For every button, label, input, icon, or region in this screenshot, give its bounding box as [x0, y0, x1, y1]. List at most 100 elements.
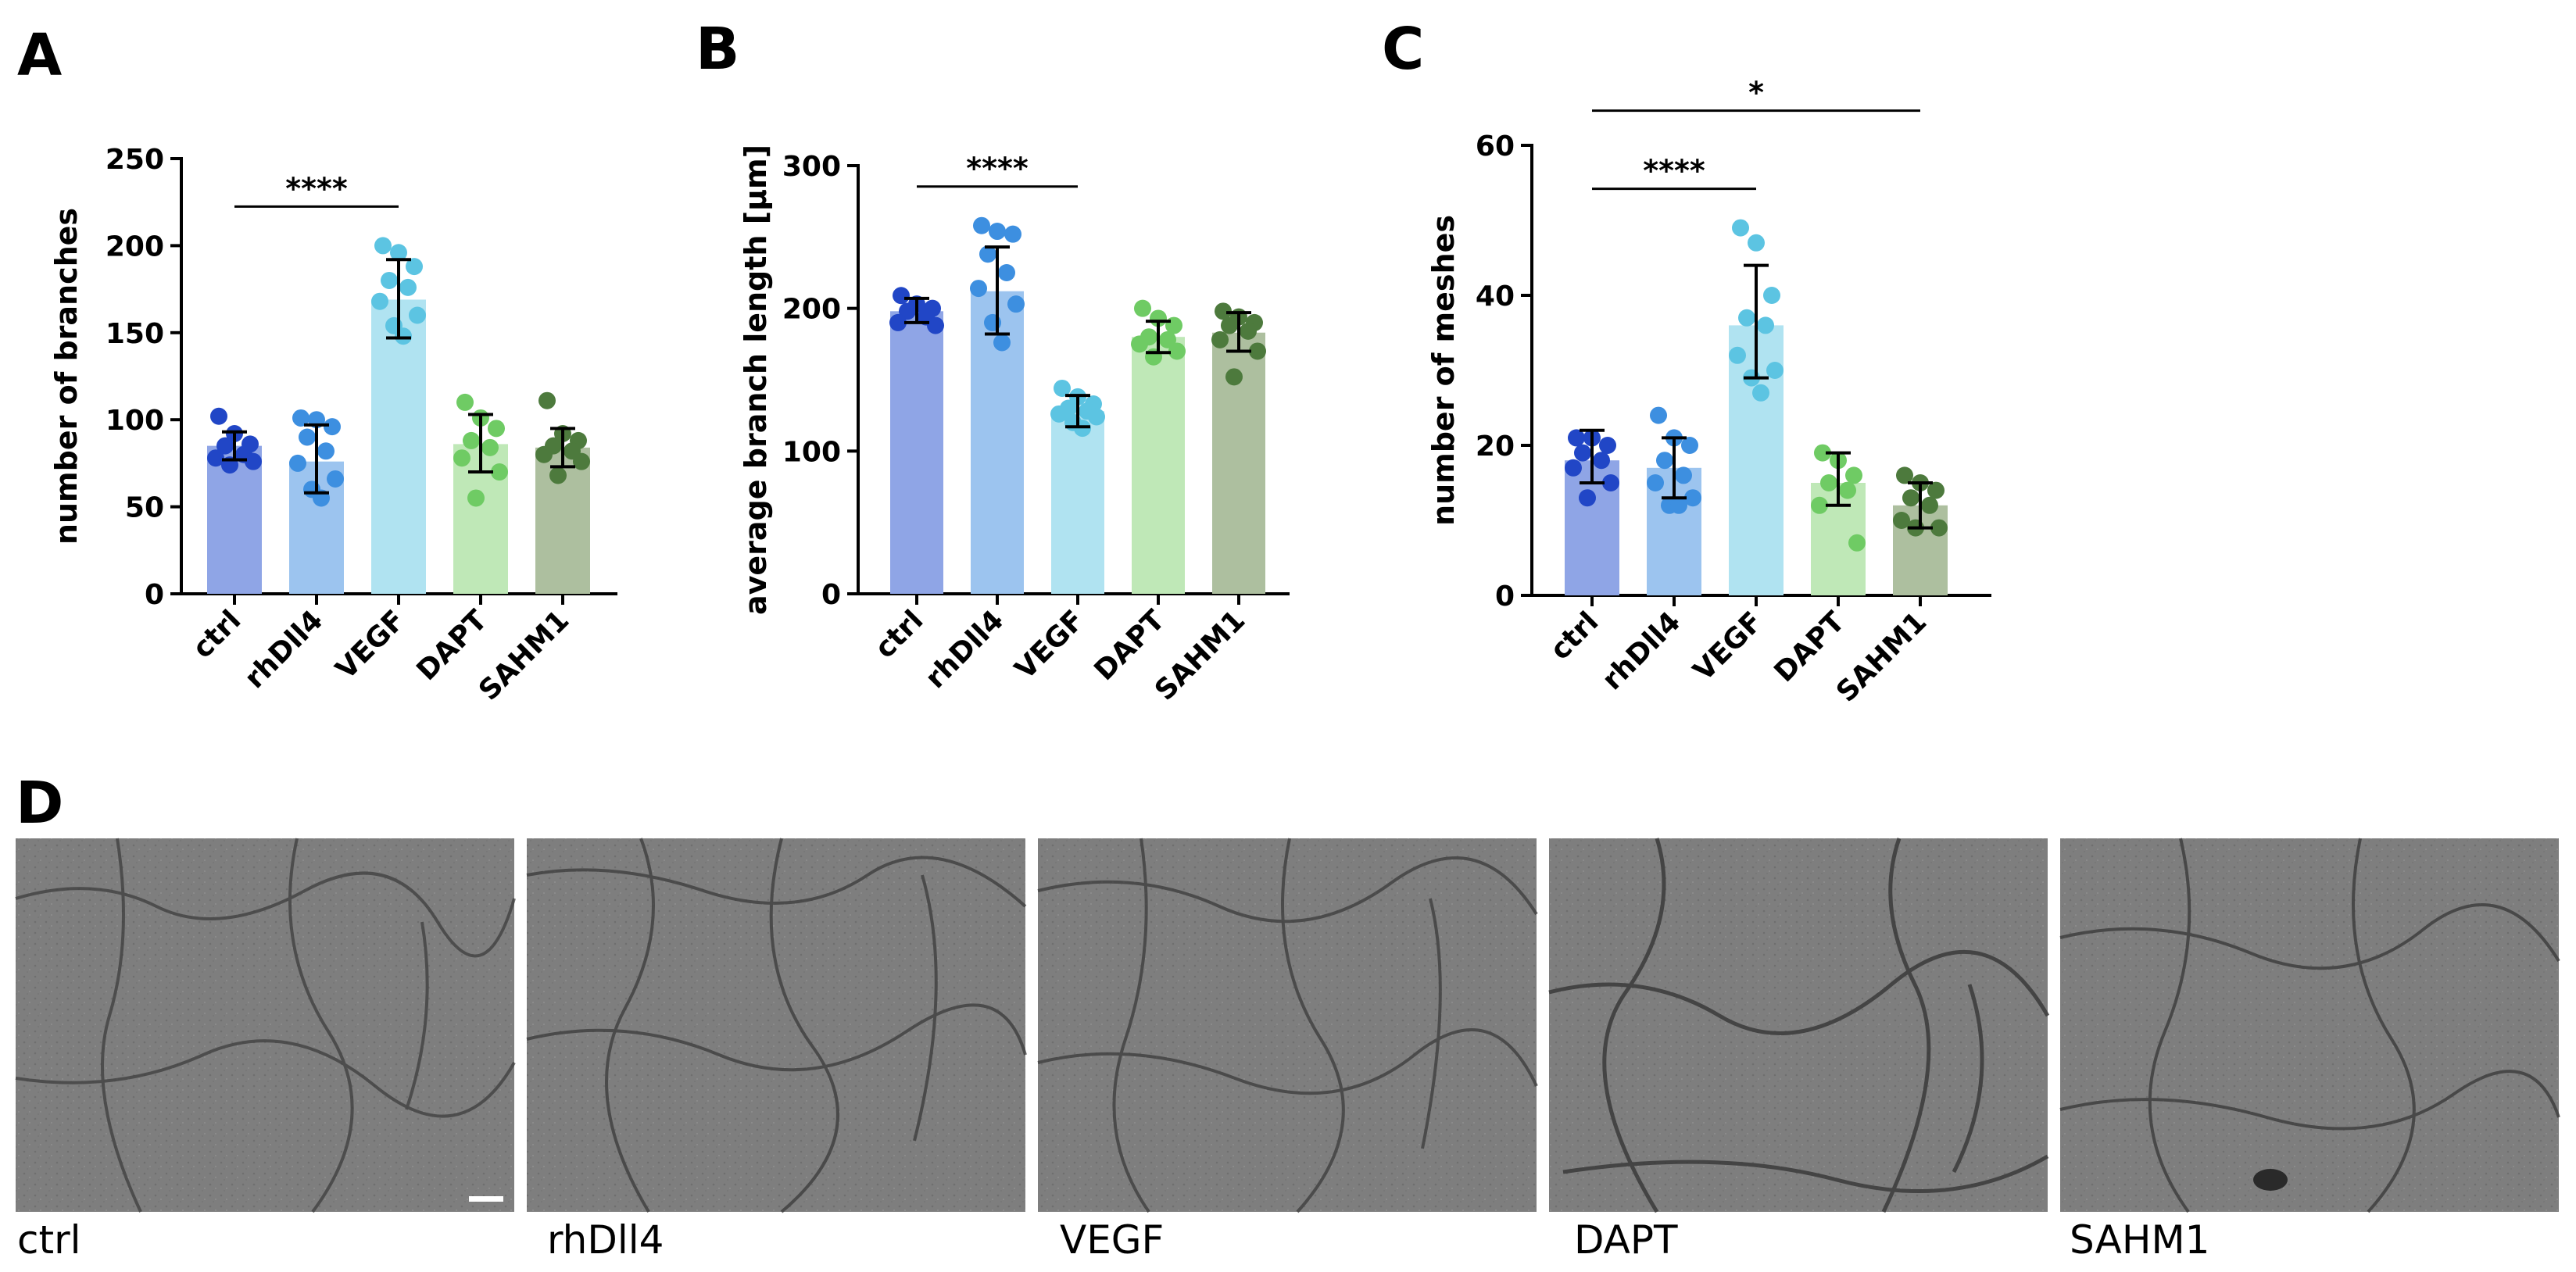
- data-point: [1579, 489, 1596, 507]
- data-point: [1893, 512, 1910, 529]
- data-point: [1811, 496, 1828, 514]
- data-point: [409, 306, 426, 324]
- data-point: [989, 223, 1006, 241]
- data-point: [467, 489, 485, 507]
- micrograph-row: [15, 838, 2560, 1213]
- x-tick-label-vegf: VEGF: [1687, 606, 1769, 687]
- data-point: [573, 452, 590, 470]
- data-point: [1757, 316, 1774, 334]
- micrograph-dapt: [1548, 838, 2050, 1213]
- y-tick-label: 20: [1476, 431, 1515, 463]
- data-point: [998, 264, 1015, 281]
- caption-dapt: DAPT: [1574, 1217, 1678, 1263]
- data-point: [899, 302, 916, 320]
- data-point: [1007, 295, 1025, 313]
- data-point: [538, 391, 556, 409]
- data-point: [491, 463, 508, 481]
- data-point: [456, 393, 474, 411]
- data-point: [1927, 481, 1945, 499]
- panel-letter-b: B: [696, 16, 739, 83]
- data-point: [1684, 489, 1701, 507]
- data-point: [1004, 225, 1021, 243]
- micrograph-rhdll4: [526, 838, 1027, 1213]
- data-point: [1221, 316, 1238, 334]
- y-tick-label: 200: [782, 294, 841, 326]
- data-point: [289, 454, 306, 472]
- data-point: [1050, 405, 1068, 423]
- data-point: [453, 449, 470, 467]
- data-point: [1647, 474, 1664, 491]
- data-point: [299, 428, 316, 446]
- y-axis-label: number of meshes: [1426, 215, 1461, 526]
- panel-letter-c: C: [1382, 16, 1424, 83]
- data-point: [488, 420, 505, 438]
- y-tick-label: 0: [1495, 581, 1515, 613]
- data-point: [1896, 466, 1913, 484]
- y-tick-label: 300: [782, 151, 841, 183]
- significance-label: *: [1748, 76, 1764, 110]
- x-tick-label-rhdll4: rhDll4: [1596, 606, 1687, 696]
- x-tick-label-vegf: VEGF: [1009, 604, 1090, 685]
- x-tick-label-dapt: DAPT: [1769, 606, 1852, 688]
- data-point: [993, 334, 1011, 352]
- y-tick-label: 0: [821, 579, 841, 611]
- panel-letter-d: D: [16, 770, 63, 837]
- caption-ctrl: ctrl: [17, 1217, 81, 1263]
- data-point: [1845, 466, 1862, 484]
- data-point: [1574, 444, 1591, 462]
- data-point: [245, 452, 262, 470]
- x-tick-label-sahm1: SAHM1: [1149, 604, 1251, 706]
- data-point: [406, 258, 423, 276]
- data-point: [1225, 368, 1243, 386]
- data-point: [1839, 481, 1856, 499]
- data-point: [390, 244, 407, 262]
- data-point: [1656, 452, 1673, 470]
- caption-rhdll4: rhDll4: [547, 1217, 664, 1263]
- data-point: [1593, 452, 1610, 470]
- x-tick-label-sahm1: SAHM1: [1830, 606, 1933, 708]
- bar-dapt: [1132, 337, 1185, 594]
- y-tick-label: 40: [1476, 280, 1515, 313]
- data-point: [1738, 309, 1755, 327]
- y-axis-label: average branch length [µm]: [739, 145, 773, 615]
- data-point: [1565, 459, 1582, 477]
- significance-label: ****: [1643, 154, 1705, 188]
- micrograph-sahm1: [2059, 838, 2560, 1213]
- y-tick-label: 200: [106, 230, 164, 263]
- data-point: [1054, 379, 1071, 397]
- panel-letter-a: A: [17, 22, 62, 89]
- data-point: [1814, 444, 1831, 462]
- data-point: [324, 418, 341, 436]
- data-point: [973, 216, 990, 234]
- bar-vegf: [371, 299, 426, 594]
- data-point: [1599, 437, 1616, 454]
- data-point: [374, 237, 392, 255]
- data-point: [371, 292, 388, 310]
- x-tick-label-rhdll4: rhDll4: [919, 604, 1010, 695]
- data-point: [1211, 331, 1229, 348]
- data-point: [1240, 322, 1257, 340]
- bar-vegf: [1051, 411, 1104, 594]
- data-point: [1681, 437, 1698, 454]
- data-point: [1670, 496, 1687, 514]
- data-point: [1131, 335, 1148, 353]
- data-point: [1921, 496, 1938, 514]
- data-point: [399, 278, 417, 296]
- data-point: [1748, 234, 1765, 252]
- micrograph-ctrl: [15, 838, 516, 1213]
- data-point: [381, 271, 398, 289]
- significance-label: ****: [285, 171, 348, 205]
- data-point: [463, 431, 480, 449]
- data-point: [1088, 408, 1105, 426]
- data-point: [1675, 466, 1692, 484]
- data-point: [1848, 534, 1866, 552]
- data-point: [535, 445, 553, 463]
- data-point: [1820, 474, 1837, 491]
- data-point: [481, 438, 499, 456]
- y-tick-label: 100: [782, 436, 841, 468]
- data-point: [210, 407, 227, 425]
- data-point: [1752, 384, 1769, 402]
- y-tick-label: 100: [106, 405, 164, 437]
- data-point: [317, 442, 335, 460]
